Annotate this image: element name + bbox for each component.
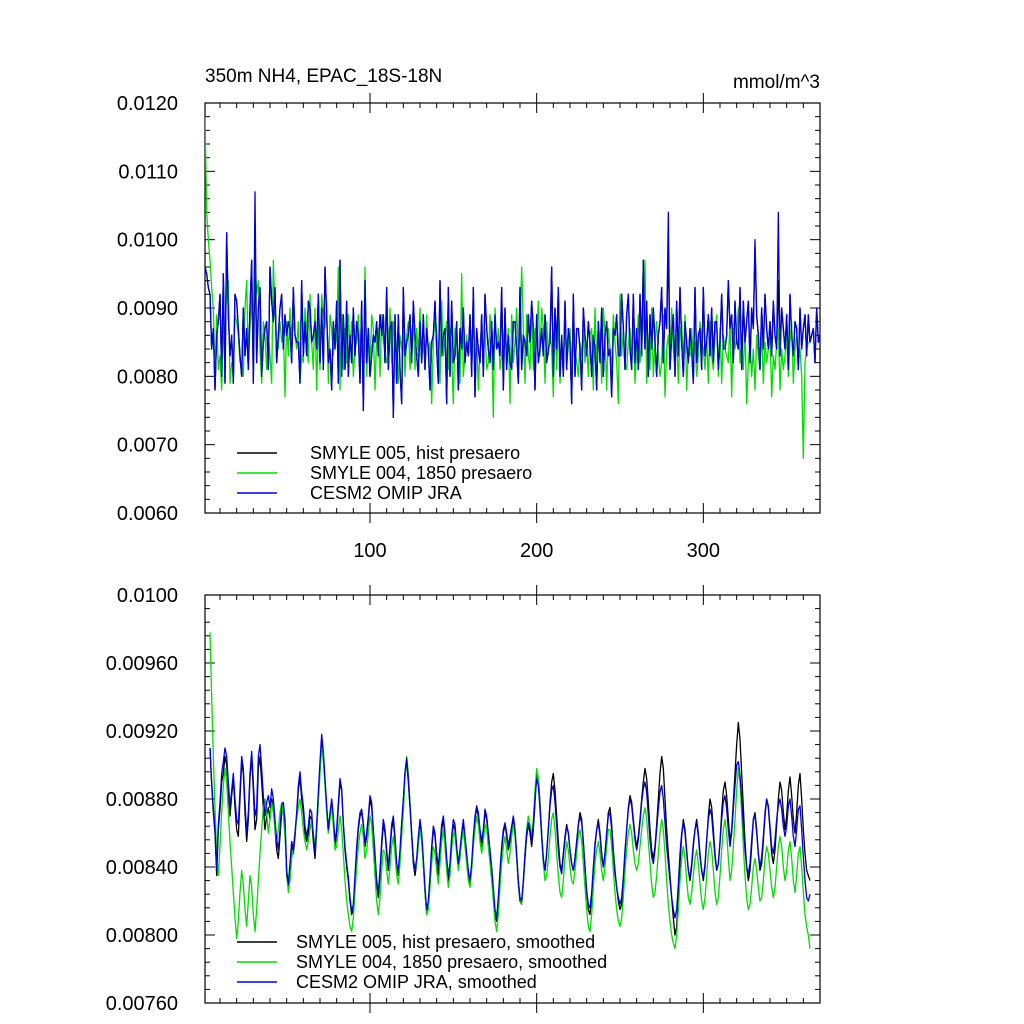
- legend-label: SMYLE 005, hist presaero: [310, 443, 520, 463]
- y-tick-label: 0.0090: [117, 298, 178, 320]
- y-tick-label: 0.00880: [106, 789, 178, 811]
- panel-top-units: mmol/m^3: [733, 72, 820, 93]
- y-tick-label: 0.00760: [106, 993, 178, 1015]
- y-tick-label: 0.0110: [118, 161, 178, 183]
- panel-bottom: 0.00760 0.00800 0.00840 0.00880 0.00920 0.009…: [106, 585, 821, 1015]
- legend-label: SMYLE 005, hist presaero, smoothed: [296, 932, 595, 952]
- y-tick-label: 0.00960: [106, 653, 178, 675]
- series-line-3: [205, 191, 820, 418]
- legend-label: CESM2 OMIP JRA, smoothed: [296, 972, 537, 992]
- x-tick-label: 300: [687, 540, 720, 562]
- panel-top: 350m NH4, EPAC_18S-18N mmol/m^3 0.0060 0.…: [117, 66, 821, 562]
- y-tick-label: 0.0060: [117, 503, 178, 525]
- y-tick-label: 0.00800: [106, 925, 178, 947]
- y-tick-label: 0.0100: [117, 230, 178, 252]
- x-tick-label: 100: [353, 540, 386, 562]
- series-line-2: [209, 632, 811, 950]
- series-line-1: [209, 721, 811, 936]
- y-tick-label: 0.00840: [106, 857, 178, 879]
- legend-label: SMYLE 004, 1850 presaero, smoothed: [296, 952, 607, 972]
- y-tick-label: 0.00920: [106, 721, 178, 743]
- y-tick-label: 0.0100: [117, 585, 178, 607]
- y-tick-label: 0.0070: [117, 435, 178, 457]
- legend-label: CESM2 OMIP JRA: [310, 483, 462, 503]
- y-tick-label: 0.0120: [117, 93, 178, 115]
- y-tick-label: 0.0080: [117, 366, 178, 388]
- series-line-2: [205, 116, 809, 459]
- panel-top-title: 350m NH4, EPAC_18S-18N: [205, 66, 442, 87]
- series-line-3: [209, 733, 811, 919]
- legend-label: SMYLE 004, 1850 presaero: [310, 463, 532, 483]
- x-tick-label: 200: [520, 540, 553, 562]
